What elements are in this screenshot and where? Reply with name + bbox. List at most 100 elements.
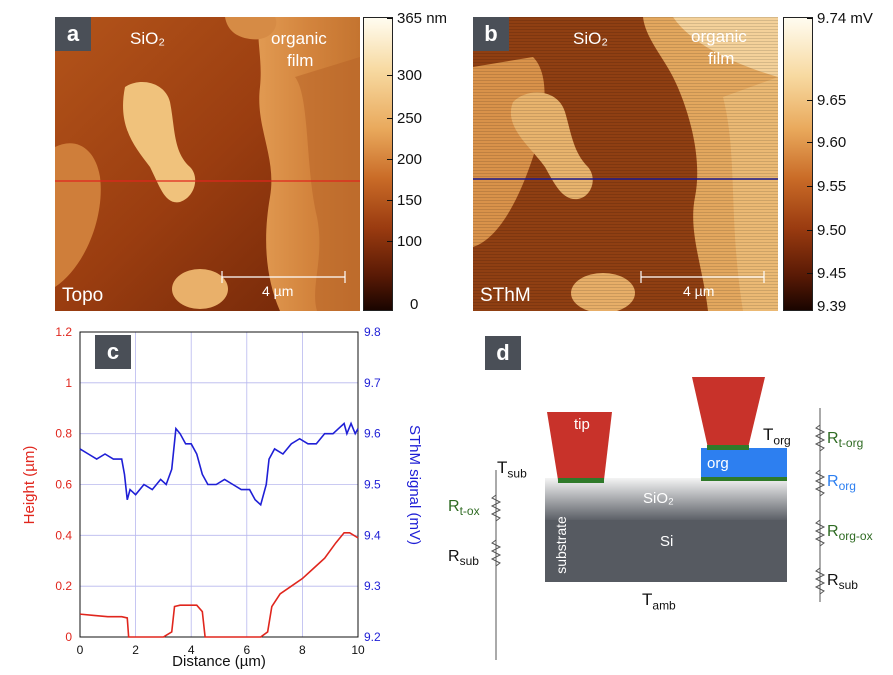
org-layer xyxy=(701,448,787,478)
sthm-colorbar-tick: 9.65 xyxy=(817,92,847,109)
film-label: film xyxy=(287,51,314,70)
line-profile-chart: 0 2 4 6 8 10 0 0.2 0.4 0.6 0.8 1 1.2 9.2 9.3 9.4 9.5 9.6 9… xyxy=(21,325,423,670)
sio2-diagram-label: SiO₂ xyxy=(643,490,674,507)
r-t-ox-label: Rt-ox xyxy=(448,498,480,518)
y2-tick-label: 9.4 xyxy=(364,528,381,542)
t-amb-symbol: T xyxy=(642,590,653,609)
r-org-label: Rorg xyxy=(827,473,856,493)
sthm-colorbar-tick: 9.50 xyxy=(817,222,847,239)
tick-mark xyxy=(387,241,393,242)
r-t-org-label: Rt-org xyxy=(827,430,863,450)
topo-colorbar-tick: 0 xyxy=(410,296,419,313)
x-tick-label: 0 xyxy=(77,643,84,657)
tick-mark xyxy=(387,75,393,76)
sthm-label: SThM xyxy=(480,285,531,306)
tick-mark xyxy=(387,200,393,201)
organic-label: organic xyxy=(691,27,747,46)
sio2-layer xyxy=(545,478,787,520)
y-tick-label: 1 xyxy=(65,376,72,390)
y2-axis-label: SThM signal (mV) xyxy=(406,425,423,545)
chart-ticks: 0 2 4 6 8 10 0 0.2 0.4 0.6 0.8 1 1.2 9.2 9.3 9.4 9.5 9.6 9… xyxy=(55,325,381,657)
sthm-colorbar xyxy=(783,17,813,311)
sthm-colorbar-tick: 9.60 xyxy=(817,134,847,151)
contact-org-sio2 xyxy=(701,477,787,481)
sthm-colorbar-tick: 9.55 xyxy=(817,178,847,195)
tick-mark xyxy=(807,230,813,231)
y-tick-label: 0.2 xyxy=(55,579,72,593)
r-org-symbol: R xyxy=(827,473,839,490)
tick-mark xyxy=(387,159,393,160)
organic-label: organic xyxy=(271,29,327,48)
y2-tick-label: 9.7 xyxy=(364,376,381,390)
sthm-series-line xyxy=(79,421,359,507)
tick-mark xyxy=(807,18,813,19)
y-tick-label: 0.8 xyxy=(55,427,72,441)
tick-mark xyxy=(807,186,813,187)
tip-right xyxy=(692,377,765,448)
r-t-ox-symbol: R xyxy=(448,498,460,515)
sthm-colorbar-tick: 9.45 xyxy=(817,265,847,282)
t-sub-subscript: sub xyxy=(507,466,527,481)
tip-left xyxy=(547,412,612,480)
scale-bar-label: 4 µm xyxy=(262,283,294,299)
tick-mark xyxy=(387,118,393,119)
x-axis-label: Distance (µm) xyxy=(172,653,266,670)
y-axis-label: Height (µm) xyxy=(21,446,38,525)
r-t-org-symbol: R xyxy=(827,430,839,447)
sthm-colorbar-tick: 9.74 mV xyxy=(817,10,873,27)
r-org-subscript: org xyxy=(838,479,856,494)
t-org-label: Torg xyxy=(763,425,791,447)
sio2-label: SiO₂ xyxy=(573,29,608,48)
topo-colorbar-tick: 150 xyxy=(397,192,423,209)
x-tick-label: 2 xyxy=(132,643,139,657)
topo-label: Topo xyxy=(62,285,104,306)
t-org-symbol: T xyxy=(763,425,774,444)
contact-left xyxy=(558,478,604,483)
y-tick-label: 0.6 xyxy=(55,478,72,492)
org-label: org xyxy=(707,455,729,472)
y2-tick-label: 9.2 xyxy=(364,630,381,644)
y2-tick-label: 9.5 xyxy=(364,478,381,492)
r-sub-left-symbol: R xyxy=(448,548,460,565)
x-tick-label: 6 xyxy=(243,643,250,657)
r-org-ox-subscript: org-ox xyxy=(838,529,873,544)
panel-letter-a: a xyxy=(55,17,91,51)
y2-tick-label: 9.8 xyxy=(364,325,381,339)
scale-bar-label: 4 µm xyxy=(683,283,715,299)
r-t-org-subscript: t-org xyxy=(838,436,864,451)
sthm-colorbar-tick: 9.39 xyxy=(817,298,847,315)
y2-tick-label: 9.3 xyxy=(364,579,381,593)
x-tick-label: 8 xyxy=(299,643,306,657)
r-sub-left-label: Rsub xyxy=(448,548,479,568)
t-sub-label: Tsub xyxy=(497,458,527,480)
r-sub-left-subscript: sub xyxy=(459,554,479,569)
sio2-label: SiO₂ xyxy=(130,29,165,48)
film-label: film xyxy=(708,49,735,68)
tick-mark xyxy=(807,100,813,101)
topo-colorbar-tick: 365 nm xyxy=(397,10,448,27)
tick-mark xyxy=(387,18,393,19)
topo-colorbar-tick: 200 xyxy=(397,151,423,168)
y-tick-label: 0 xyxy=(65,630,72,644)
r-org-ox-label: Rorg-ox xyxy=(827,523,873,543)
y-tick-label: 1.2 xyxy=(55,325,72,339)
tick-mark xyxy=(807,142,813,143)
r-sub-right-subscript: sub xyxy=(838,578,858,593)
substrate-label: substrate xyxy=(552,516,569,574)
t-amb-subscript: amb xyxy=(652,598,676,613)
panel-letter-d: d xyxy=(485,336,521,370)
height-series-line xyxy=(79,531,359,638)
y-tick-label: 0.4 xyxy=(55,528,72,542)
t-amb-label: Tamb xyxy=(642,590,676,612)
x-tick-label: 4 xyxy=(188,643,195,657)
r-org-ox-symbol: R xyxy=(827,523,839,540)
thermal-resistance-diagram xyxy=(490,377,826,660)
r-sub-right-symbol: R xyxy=(827,572,839,589)
y2-tick-label: 9.6 xyxy=(364,427,381,441)
r-sub-right-label: Rsub xyxy=(827,572,858,592)
tick-mark xyxy=(807,273,813,274)
r-t-ox-subscript: t-ox xyxy=(459,504,480,519)
chart-grid xyxy=(79,331,359,638)
topo-colorbar-tick: 100 xyxy=(397,233,423,250)
contact-right-tip xyxy=(707,445,749,450)
